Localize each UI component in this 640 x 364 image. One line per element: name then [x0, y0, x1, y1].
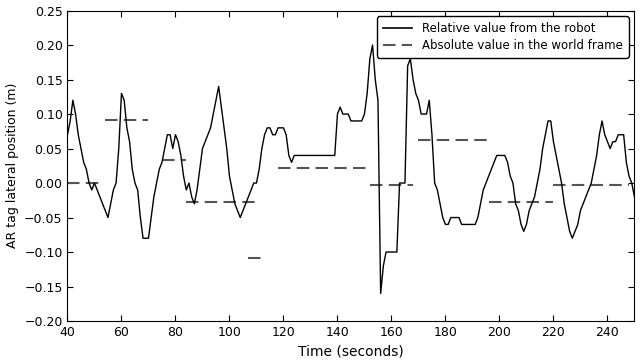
- X-axis label: Time (seconds): Time (seconds): [298, 344, 404, 359]
- Legend: Relative value from the robot, Absolute value in the world frame: Relative value from the robot, Absolute …: [377, 16, 628, 58]
- Y-axis label: AR tag lateral position (m): AR tag lateral position (m): [6, 83, 19, 249]
